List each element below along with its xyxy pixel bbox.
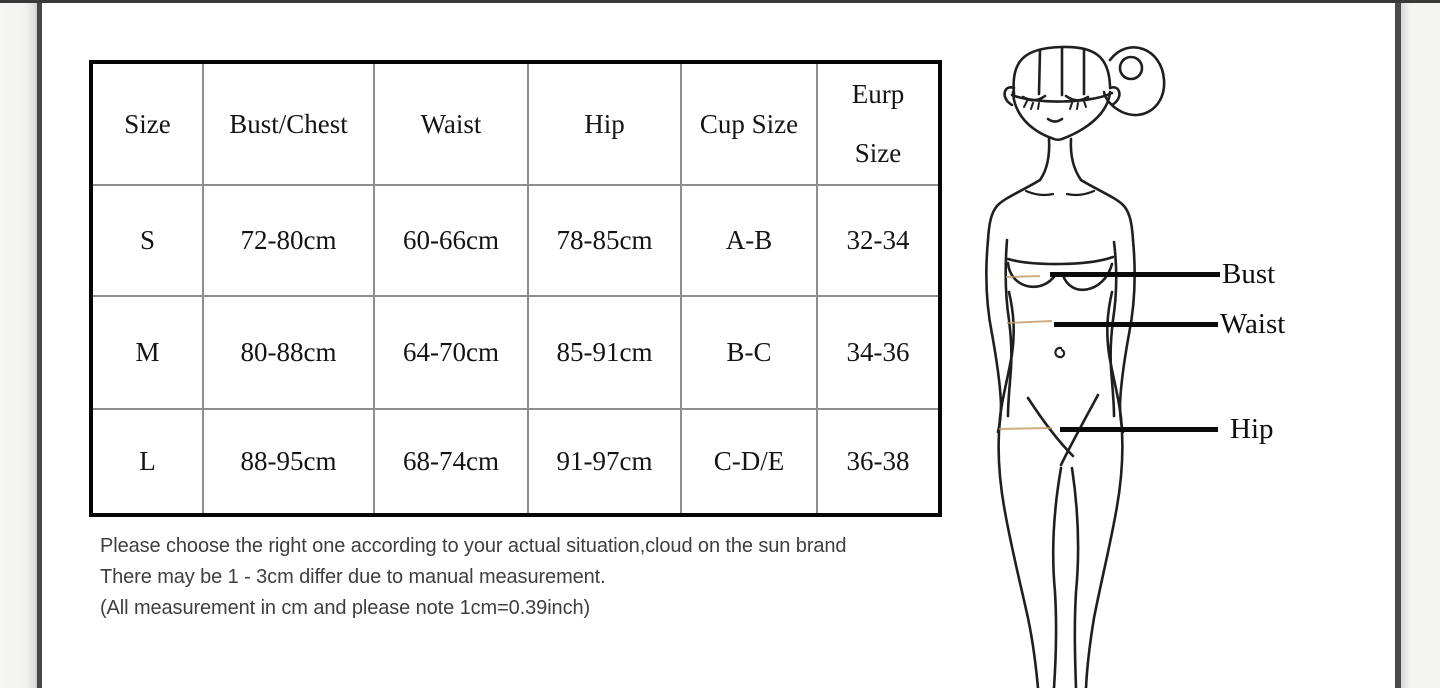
leg-inner-left <box>1051 466 1063 688</box>
hair-bang-lines <box>1037 46 1086 97</box>
leg-outer-left <box>997 416 1040 688</box>
underbust-measure-mark <box>1005 275 1041 278</box>
hair-bun-outer <box>1102 46 1166 117</box>
right-eye <box>1064 94 1090 102</box>
hip-pointer-line <box>1060 426 1218 432</box>
bust-pointer: Bust <box>1050 258 1275 290</box>
hair-bun-inner <box>1118 55 1144 81</box>
table-row: S 72-80cm 60-66cm 78-85cm A-B 32-34 <box>90 184 941 297</box>
face-outline <box>1011 90 1112 142</box>
col-header-cup-size: Cup Size <box>680 61 818 186</box>
bikini-line-right <box>1059 393 1100 467</box>
right-gutter <box>1401 0 1440 688</box>
size-chart-table: Size Bust/Chest Waist Hip Cup Size Eurp … <box>89 60 942 517</box>
col-header-bust-chest: Bust/Chest <box>202 61 375 186</box>
cell-waist: 68-74cm <box>373 408 529 516</box>
collarbones <box>1024 189 1096 197</box>
female-body-diagram <box>985 45 1166 688</box>
waist-pointer: Waist <box>1054 308 1285 340</box>
underbust-band <box>1006 255 1115 266</box>
cell-size: S <box>90 184 204 297</box>
cell-eurp: 34-36 <box>816 295 941 410</box>
measurement-notes: Please choose the right one according to… <box>100 531 847 624</box>
right-ear <box>1108 86 1121 107</box>
shoulder-right <box>1079 178 1135 242</box>
cell-cup: A-B <box>680 184 818 297</box>
waist-label: Waist <box>1220 307 1286 340</box>
table-header-row: Size Bust/Chest Waist Hip Cup Size Eurp … <box>90 61 941 186</box>
right-eye-lashes <box>1069 100 1087 110</box>
cell-cup: B-C <box>680 295 818 410</box>
cell-cup: C-D/E <box>680 408 818 516</box>
table-row: M 80-88cm 64-70cm 85-91cm B-C 34-36 <box>90 295 941 410</box>
cell-bust: 72-80cm <box>202 184 375 297</box>
bust-label: Bust <box>1222 257 1276 290</box>
torso-side-left <box>998 290 1015 420</box>
cell-size: L <box>90 408 204 516</box>
waist-measure-mark <box>1006 320 1053 324</box>
right-frame-line <box>1395 0 1401 688</box>
col-header-hip: Hip <box>527 61 682 186</box>
cell-bust: 88-95cm <box>202 408 375 516</box>
cell-hip: 91-97cm <box>527 408 682 516</box>
cell-eurp: 36-38 <box>816 408 941 516</box>
cell-eurp: 32-34 <box>816 184 941 297</box>
left-frame-line <box>37 0 42 688</box>
cell-hip: 78-85cm <box>527 184 682 297</box>
cell-hip: 85-91cm <box>527 295 682 410</box>
waist-pointer-line <box>1054 321 1218 327</box>
neck-left <box>1038 137 1051 182</box>
col-header-waist: Waist <box>373 61 529 186</box>
col-header-eurp-size: Eurp Size <box>816 61 941 186</box>
hip-pointer: Hip <box>1060 413 1274 445</box>
cell-waist: 64-70cm <box>373 295 529 410</box>
arm-outer-left <box>985 238 1003 434</box>
table-row: L 88-95cm 68-74cm 91-97cm C-D/E 36-38 <box>90 408 941 516</box>
cell-bust: 80-88cm <box>202 295 375 410</box>
torso-side-right <box>1106 290 1123 420</box>
bikini-line-left <box>1026 396 1075 458</box>
navel <box>1054 346 1066 359</box>
note-line-1: Please choose the right one according to… <box>100 535 847 557</box>
shoulder-left <box>986 178 1042 242</box>
cell-waist: 60-66cm <box>373 184 529 297</box>
bust-pointer-line <box>1050 271 1220 277</box>
hip-measure-mark <box>998 427 1053 430</box>
left-eye-lashes <box>1023 100 1040 110</box>
arm-inner-right <box>1109 240 1118 418</box>
note-line-2: There may be 1 - 3cm differ due to manua… <box>100 566 606 588</box>
top-frame-line <box>0 0 1440 3</box>
cell-size: M <box>90 295 204 410</box>
mouth <box>1046 117 1064 123</box>
note-line-3: (All measurement in cm and please note 1… <box>100 597 591 619</box>
col-header-size: Size <box>90 61 204 186</box>
left-ear <box>1003 86 1016 107</box>
left-eye <box>1021 94 1047 102</box>
arm-inner-left <box>1004 238 1013 418</box>
leg-outer-right <box>1084 416 1124 688</box>
left-gutter <box>0 0 37 688</box>
bust-curve-left <box>1006 261 1058 289</box>
leg-inner-right <box>1070 466 1080 688</box>
neck-right <box>1069 137 1083 182</box>
hair-top-outline <box>1012 45 1112 96</box>
hip-label: Hip <box>1230 412 1274 445</box>
